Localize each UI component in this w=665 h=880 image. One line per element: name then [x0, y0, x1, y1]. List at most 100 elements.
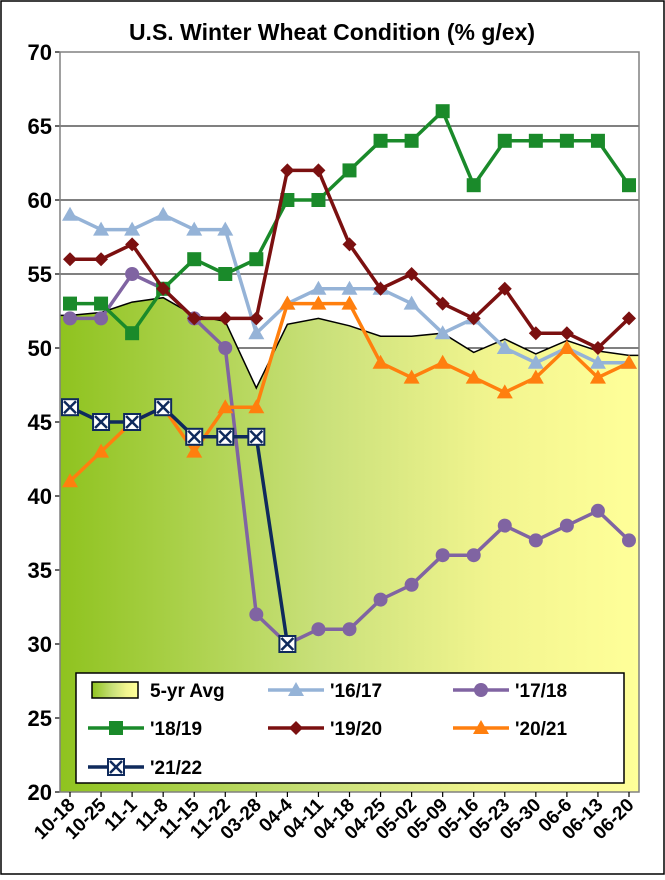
y-tick-label-70: 70 — [28, 40, 52, 65]
point-17-18-04-25 — [373, 592, 388, 607]
area-5-yr-avg-fill — [60, 297, 639, 792]
point-17-18-05-23 — [497, 518, 512, 533]
point-21-22-11-1-cross-b — [125, 415, 139, 429]
point-21-22-11-15 — [185, 427, 204, 446]
point-17-18-05-02 — [404, 577, 419, 592]
point-21-22-04-4-cross-b — [280, 637, 295, 651]
point-18-19-04-4 — [280, 193, 295, 207]
point-18-19-06-20 — [622, 178, 636, 193]
point-19-20-03-28 — [249, 311, 264, 326]
legend-marker-21-22 — [107, 758, 125, 776]
legend-marker-16-17 — [288, 682, 304, 696]
point-18-19-05-30 — [528, 133, 543, 148]
point-18-19-04-18 — [342, 163, 357, 178]
point-16-17-11-8 — [155, 206, 172, 221]
point-20-21-05-23 — [496, 384, 513, 399]
series-layer — [61, 104, 637, 653]
legend-marker-18-19 — [109, 721, 123, 735]
point-19-20-04-18 — [342, 237, 357, 252]
legend-label-16-17: '16/17 — [330, 681, 382, 702]
legend-swatch-5-yr-avg — [91, 681, 139, 699]
point-20-21-04-4 — [279, 295, 296, 310]
point-20-21-04-25 — [372, 354, 389, 369]
point-19-20-04-25 — [373, 281, 388, 296]
point-21-22-11-22 — [216, 427, 235, 446]
y-tick-label-55: 55 — [28, 262, 52, 287]
y-tick-label-40: 40 — [28, 484, 52, 509]
point-16-17-11-1 — [124, 221, 141, 236]
chart-title: U.S. Winter Wheat Condition (% g/ex) — [129, 19, 535, 45]
series-19-20 — [63, 163, 636, 355]
point-16-17-10-18 — [62, 206, 78, 221]
legend-label-18-19: '18/19 — [150, 719, 202, 740]
legend-label-21-22: '21/22 — [150, 758, 202, 779]
point-18-19-04-25 — [373, 133, 388, 148]
y-tick-label-65: 65 — [28, 114, 52, 139]
point-17-18-05-09 — [435, 548, 450, 563]
series-21-22 — [61, 398, 297, 653]
legend-label-17-18: '17/18 — [515, 681, 567, 702]
point-20-21-04-18 — [341, 295, 358, 310]
point-20-21-11-15 — [186, 443, 203, 458]
legend-label-20-21: '20/21 — [515, 719, 567, 740]
point-17-18-06-6 — [559, 518, 574, 533]
legend: 5-yr Avg '16/17 '17/18 '18/19 '19/20 '20/21 '2… — [75, 672, 625, 784]
point-19-20-10-25 — [94, 252, 109, 267]
point-16-17-11-22 — [217, 221, 234, 236]
point-19-20-05-23 — [497, 281, 512, 296]
point-21-22-03-28-cross-b — [249, 429, 264, 444]
point-19-20-11-15 — [187, 311, 202, 326]
point-21-22-11-8-cross-b — [156, 400, 171, 415]
point-19-20-05-02 — [404, 267, 419, 281]
point-21-22-11-22-cross-b — [218, 429, 233, 444]
point-19-20-06-13 — [590, 341, 605, 355]
legend-marker-20-21 — [473, 720, 489, 734]
y-tick-label-25: 25 — [28, 706, 52, 731]
point-18-19-06-13 — [590, 133, 605, 148]
point-21-22-11-1 — [123, 413, 142, 431]
point-19-20-06-20 — [622, 311, 636, 326]
point-21-22-03-28 — [247, 427, 266, 446]
point-18-19-04-11 — [311, 193, 326, 207]
legend-entry-19-20: '19/20 — [268, 719, 382, 740]
point-19-20-05-16 — [466, 311, 481, 326]
point-18-19-11-15 — [187, 252, 202, 267]
point-21-22-04-4 — [278, 635, 297, 653]
point-18-19-10-18 — [63, 296, 77, 311]
legend-entry-17-18: '17/18 — [453, 681, 567, 702]
point-20-21-04-11 — [310, 295, 327, 310]
legend-marker-19-20 — [289, 721, 303, 735]
point-21-22-11-8 — [154, 398, 173, 417]
point-20-21-05-30 — [527, 369, 544, 384]
point-20-21-03-28 — [248, 399, 265, 414]
y-tick-label-35: 35 — [28, 558, 52, 583]
point-20-21-05-09 — [434, 354, 451, 369]
point-19-20-11-22 — [218, 311, 233, 326]
point-20-21-06-6 — [558, 340, 575, 354]
legend-box — [75, 672, 625, 784]
point-20-21-06-20 — [621, 354, 637, 369]
point-16-17-04-18 — [341, 280, 358, 295]
point-17-18-10-25 — [94, 311, 109, 326]
point-17-18-05-30 — [528, 533, 543, 548]
y-tick-label-30: 30 — [28, 632, 52, 657]
point-16-17-05-30 — [527, 354, 544, 369]
point-17-18-05-16 — [466, 548, 481, 563]
point-19-20-06-6 — [559, 326, 574, 341]
point-17-18-03-28 — [249, 607, 264, 622]
point-16-17-06-13 — [589, 354, 606, 369]
point-16-17-11-15 — [186, 221, 203, 236]
point-19-20-05-30 — [528, 326, 543, 341]
point-18-19-11-22 — [218, 267, 233, 281]
area-layer — [60, 296, 639, 792]
point-16-17-05-02 — [403, 295, 420, 310]
point-18-19-05-09 — [435, 104, 450, 119]
point-16-17-04-11 — [310, 280, 327, 295]
point-16-17-05-09 — [434, 325, 451, 340]
point-19-20-04-4 — [280, 163, 295, 178]
legend-marker-21-22-cross-b — [109, 760, 123, 774]
point-18-19-05-23 — [497, 133, 512, 148]
point-17-18-06-20 — [622, 533, 636, 548]
point-19-20-04-11 — [311, 163, 326, 178]
legend-entry-21-22: '21/22 — [88, 758, 202, 779]
